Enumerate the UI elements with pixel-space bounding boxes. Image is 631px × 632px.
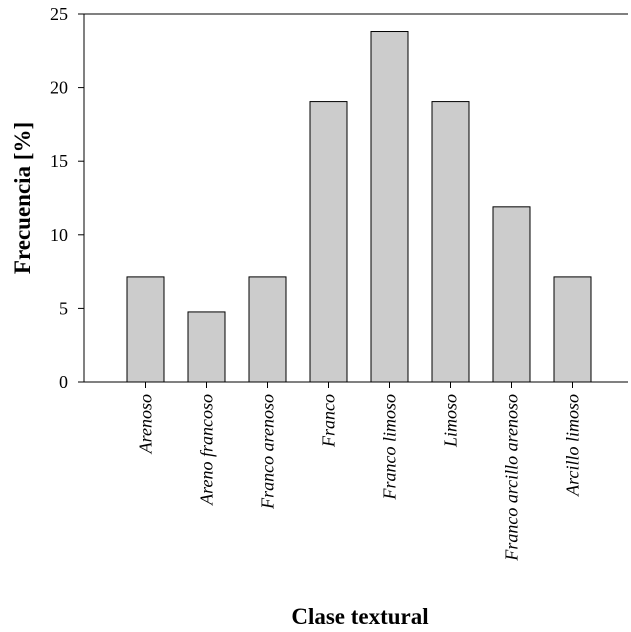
x-tick-label: Arcillo limoso <box>563 394 583 497</box>
bar-5 <box>370 31 409 383</box>
y-ticks-group: 0 5 10 15 20 25 <box>50 4 84 392</box>
y-tick-label: 15 <box>50 151 68 171</box>
x-tick-label: Franco arcillo arenoso <box>502 394 522 562</box>
bar-6 <box>431 101 470 383</box>
axes-group <box>83 13 628 383</box>
y-tick-label: 5 <box>59 298 68 318</box>
y-tick-label: 25 <box>50 4 68 24</box>
x-tick-label: Limoso <box>441 394 461 448</box>
bar-8 <box>553 276 592 383</box>
x-tick-label: Franco <box>319 394 339 448</box>
y-axis-title: Frecuencia [%] <box>10 122 35 274</box>
bar-4 <box>309 101 348 383</box>
y-tick-label: 10 <box>50 225 68 245</box>
bar-7 <box>492 206 531 383</box>
bars-group <box>126 31 592 383</box>
bar-2 <box>187 311 226 383</box>
x-tick-label: Areno francoso <box>197 394 217 506</box>
x-tick-label: Arenoso <box>136 394 156 454</box>
y-tick-label: 20 <box>50 78 68 98</box>
y-tick-label: 0 <box>59 372 68 392</box>
x-tick-label: Franco limoso <box>380 394 400 501</box>
bar-1 <box>126 276 165 383</box>
x-axis-title: Clase textural <box>291 604 428 629</box>
x-ticks-group: Arenoso Areno francoso Franco arenoso Franc… <box>136 382 583 562</box>
x-tick-label: Franco arenoso <box>258 394 278 510</box>
bar-3 <box>248 276 287 383</box>
